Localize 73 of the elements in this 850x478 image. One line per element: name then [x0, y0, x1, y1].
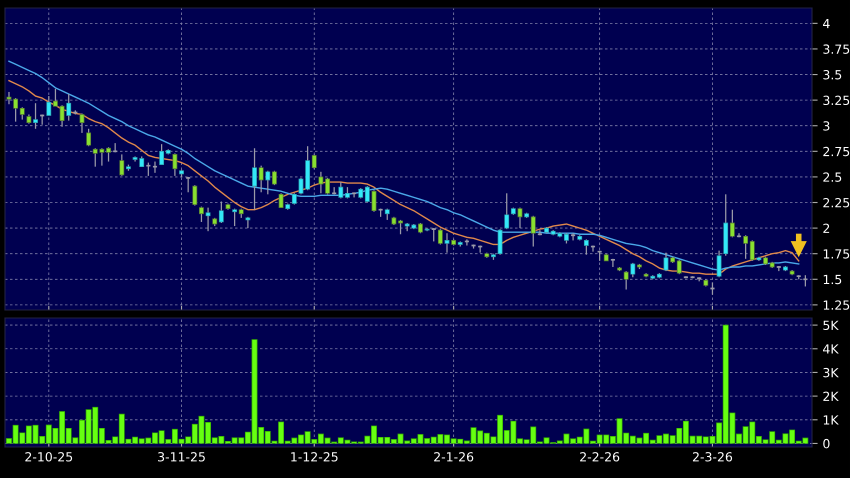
candlestick	[218, 200, 224, 224]
candlestick	[364, 186, 370, 204]
y-tick-label: 3.75	[823, 44, 850, 54]
candlestick	[119, 154, 124, 177]
x-tick-label: 3-11-25	[158, 452, 205, 462]
candlestick	[584, 238, 589, 256]
candlestick	[716, 250, 722, 278]
candlestick	[518, 207, 522, 229]
y-tick-label: 2.25	[823, 198, 850, 208]
candlestick	[530, 215, 536, 248]
candlestick	[372, 190, 376, 212]
candlestick	[504, 192, 510, 230]
candlestick	[624, 270, 629, 290]
candlestick	[743, 234, 748, 260]
candlestick	[730, 209, 735, 238]
candlestick	[676, 259, 682, 275]
candlestick	[139, 156, 144, 168]
y-tick-label: 1K	[824, 415, 839, 425]
candlestick	[252, 148, 257, 210]
y-tick-label: 5K	[823, 320, 839, 330]
candlestick	[750, 240, 755, 262]
candlestick	[238, 208, 244, 218]
candlestick	[206, 207, 210, 232]
y-tick-label: 2.5	[823, 172, 842, 182]
candlestick	[438, 228, 443, 246]
candlestick	[159, 144, 164, 166]
candlestick	[66, 93, 72, 122]
y-tick-label: 2.75	[823, 146, 850, 156]
candlestick	[664, 252, 668, 272]
candlestick	[245, 216, 250, 229]
candlestick	[338, 181, 344, 200]
x-tick-label: 2-3-26	[692, 452, 732, 462]
candlestick	[46, 95, 52, 116]
candlestick	[20, 106, 25, 120]
candlestick	[265, 170, 270, 195]
candlestick	[33, 102, 38, 130]
y-tick-label: 0	[823, 438, 830, 448]
candlestick	[384, 208, 390, 221]
candlestick	[232, 208, 238, 227]
y-tick-label: 4	[823, 18, 830, 28]
candlestick	[444, 232, 450, 254]
candlestick	[630, 262, 636, 278]
x-tick-label: 1-12-25	[291, 452, 338, 462]
y-tick-label: 4K	[823, 344, 839, 354]
y-tick-label: 1.5	[824, 274, 842, 284]
candlestick	[272, 170, 277, 186]
y-tick-label: 2	[823, 224, 830, 233]
y-tick-label: 3	[823, 121, 830, 131]
y-tick-label: 2K	[823, 392, 839, 401]
candlestick	[172, 152, 178, 177]
y-tick-label: 1.75	[824, 249, 850, 259]
candlestick	[92, 148, 98, 168]
candlestick	[86, 128, 92, 147]
x-tick-label: 2-1-26	[434, 452, 474, 462]
candlestick	[292, 192, 297, 206]
y-tick-label: 1.25	[824, 300, 850, 310]
candlestick	[498, 228, 502, 256]
candlestick	[418, 222, 423, 234]
candlestick	[278, 192, 284, 208]
candlestick	[80, 112, 84, 134]
candlestick	[345, 186, 350, 200]
x-tick-label: 2-2-26	[580, 452, 620, 462]
y-tick-label: 3.25	[823, 96, 850, 106]
candlestick	[358, 188, 364, 200]
candlestick	[564, 232, 569, 244]
y-tick-label: 3.5	[823, 70, 842, 80]
candlestick	[192, 184, 198, 206]
candlestick	[199, 206, 204, 223]
candlestick	[258, 165, 264, 193]
y-tick-label: 3K	[823, 368, 839, 378]
candlestick	[26, 114, 32, 124]
candlestick	[312, 154, 317, 170]
x-tick-label: 2-10-25	[25, 452, 72, 462]
